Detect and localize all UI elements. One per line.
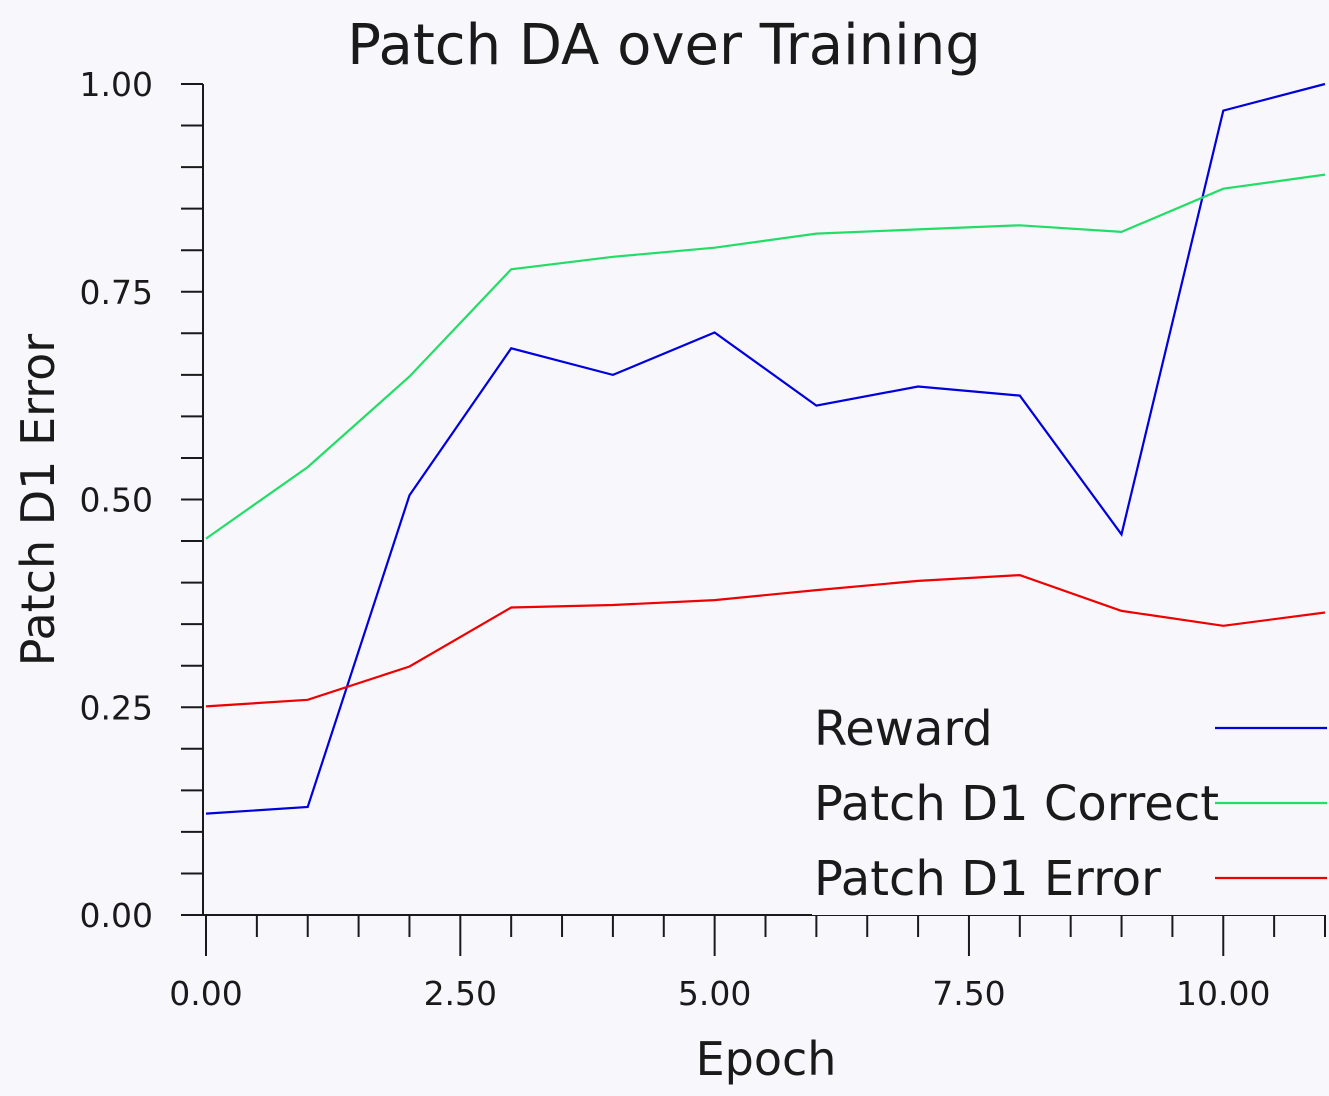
x-tick-label: 7.50	[932, 974, 1005, 1013]
y-tick-label: 0.00	[80, 896, 153, 935]
legend: Reward Patch D1 Correct Patch D1 Error	[812, 690, 1329, 915]
series-line-reward	[205, 82, 1326, 815]
chart-title: Patch DA over Training	[347, 13, 981, 78]
legend-label-reward: Reward	[814, 701, 993, 757]
y-axis-label: Patch D1 Error	[11, 334, 65, 666]
x-tick-label: 0.00	[169, 974, 242, 1013]
series-lines	[205, 82, 1326, 815]
series-line-patch-d1-correct	[205, 173, 1326, 540]
legend-label-patch-d1-error: Patch D1 Error	[814, 851, 1161, 907]
legend-label-patch-d1-correct: Patch D1 Correct	[814, 776, 1219, 832]
x-tick-label: 5.00	[678, 974, 751, 1013]
y-tick-label: 0.75	[80, 273, 153, 312]
x-axis-ticks: 0.00 2.50 5.00 7.50 10.00	[169, 915, 1326, 1013]
x-tick-label: 2.50	[424, 974, 497, 1013]
series-line-patch-d1-error	[205, 573, 1326, 708]
y-tick-label: 0.50	[80, 481, 153, 520]
y-axis-ticks: 0.00 0.25 0.50 0.75 1.00	[80, 65, 203, 935]
y-tick-label: 0.25	[80, 688, 153, 727]
x-axis-label: Epoch	[696, 1032, 837, 1086]
x-tick-label: 10.00	[1176, 974, 1270, 1013]
y-tick-label: 1.00	[80, 65, 153, 104]
